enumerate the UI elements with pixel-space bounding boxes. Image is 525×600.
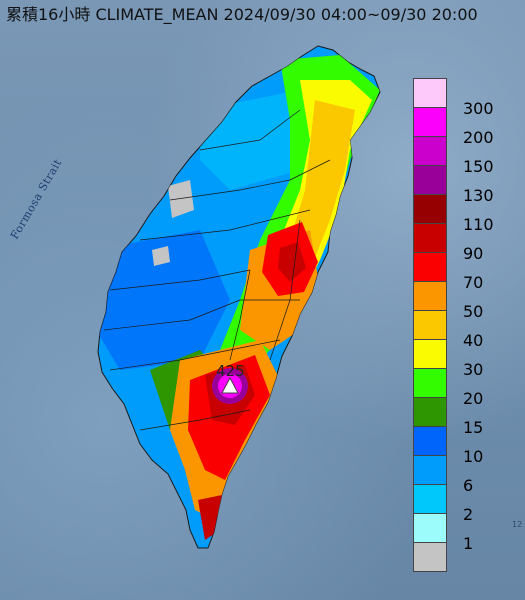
legend-swatch (413, 136, 447, 166)
no-data-patch (168, 180, 194, 218)
legend-swatch (413, 165, 447, 195)
legend-label: 20 (463, 389, 484, 408)
legend-label: 150 (463, 157, 494, 176)
legend-label: 110 (463, 215, 494, 234)
legend-label: 50 (463, 302, 484, 321)
legend-swatch (413, 542, 447, 572)
legend-swatch (413, 107, 447, 137)
legend-label: 40 (463, 331, 484, 350)
peak-value-label: 425 (216, 362, 245, 380)
rainfall-legend: 300 200 150 130 110 90 70 50 40 30 20 15 10 6 2 1 (413, 78, 523, 572)
legend-label: 200 (463, 128, 494, 147)
legend-swatch (413, 484, 447, 514)
legend-label: 90 (463, 244, 484, 263)
legend-label: 1 (463, 534, 474, 553)
west-blue-zone (98, 230, 230, 370)
legend-swatch (413, 223, 447, 253)
legend-swatch (413, 194, 447, 224)
legend-swatch (413, 252, 447, 282)
legend-swatch (413, 397, 447, 427)
legend-swatch (413, 281, 447, 311)
darkred-zone-hualien (278, 242, 306, 282)
legend-label: 10 (463, 447, 484, 466)
legend-label: 30 (463, 360, 484, 379)
legend-label: 2 (463, 505, 474, 524)
legend-swatch (413, 513, 447, 543)
legend-swatch (413, 78, 447, 108)
legend-swatch (413, 455, 447, 485)
corner-text: 12 (512, 520, 523, 529)
map-title: 累積16小時 CLIMATE_MEAN 2024/09/30 04:00~09/… (6, 5, 478, 24)
legend-label: 130 (463, 186, 494, 205)
legend-swatch (413, 368, 447, 398)
legend-label: 70 (463, 273, 484, 292)
peak-triangle (221, 376, 239, 394)
legend-label: 6 (463, 476, 474, 495)
legend-swatch (413, 310, 447, 340)
legend-label: 300 (463, 99, 494, 118)
legend-swatch (413, 426, 447, 456)
no-data-patch (152, 246, 170, 266)
legend-swatch (413, 339, 447, 369)
legend-label: 15 (463, 418, 484, 437)
